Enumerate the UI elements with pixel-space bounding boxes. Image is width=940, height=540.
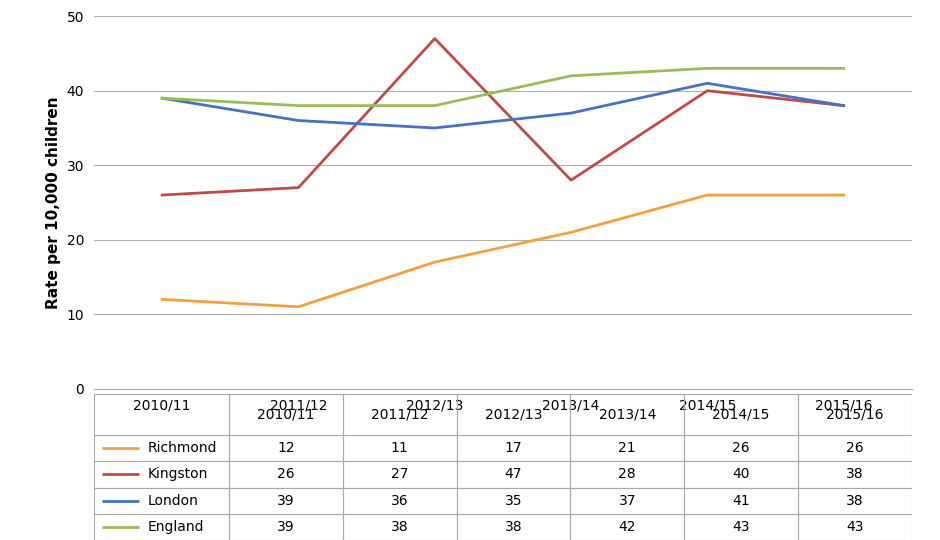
Bar [571, 514, 684, 540]
Text: 2011/12: 2011/12 [371, 408, 429, 422]
Bar [229, 435, 343, 461]
Bar [94, 394, 229, 435]
Bar [457, 514, 571, 540]
Bar [571, 461, 684, 488]
Text: 17: 17 [505, 441, 523, 455]
Text: 2010/11: 2010/11 [258, 408, 315, 422]
Text: 38: 38 [391, 520, 409, 534]
Bar [684, 488, 798, 514]
Text: 38: 38 [846, 468, 864, 481]
Bar [684, 435, 798, 461]
Bar [457, 394, 571, 435]
Bar [798, 435, 912, 461]
Bar [457, 461, 571, 488]
Text: 42: 42 [619, 520, 636, 534]
Bar [229, 488, 343, 514]
Bar [571, 488, 684, 514]
Text: 43: 43 [732, 520, 750, 534]
Text: 27: 27 [391, 468, 408, 481]
Bar [798, 514, 912, 540]
Bar [798, 461, 912, 488]
Text: 26: 26 [846, 441, 864, 455]
Text: London: London [148, 494, 198, 508]
Text: 38: 38 [846, 494, 864, 508]
Bar [343, 461, 457, 488]
Text: 26: 26 [732, 441, 750, 455]
Text: 35: 35 [505, 494, 523, 508]
Text: 11: 11 [391, 441, 409, 455]
Text: 28: 28 [619, 468, 636, 481]
Bar [571, 394, 684, 435]
Bar [94, 514, 229, 540]
Text: 38: 38 [505, 520, 523, 534]
Y-axis label: Rate per 10,000 children: Rate per 10,000 children [46, 96, 61, 309]
Bar [343, 394, 457, 435]
Bar [798, 488, 912, 514]
Text: 12: 12 [277, 441, 294, 455]
Bar [684, 514, 798, 540]
Bar [457, 435, 571, 461]
Bar [229, 461, 343, 488]
Text: England: England [148, 520, 204, 534]
Text: 2014/15: 2014/15 [713, 408, 770, 422]
Text: 37: 37 [619, 494, 636, 508]
Text: 26: 26 [277, 468, 294, 481]
Bar [571, 435, 684, 461]
Text: 47: 47 [505, 468, 523, 481]
Text: 40: 40 [732, 468, 750, 481]
Text: 39: 39 [277, 520, 294, 534]
Bar [684, 461, 798, 488]
Text: 2012/13: 2012/13 [485, 408, 542, 422]
Bar [94, 488, 229, 514]
Text: 39: 39 [277, 494, 294, 508]
Bar [94, 435, 229, 461]
Bar [798, 394, 912, 435]
Text: 36: 36 [391, 494, 409, 508]
Text: 41: 41 [732, 494, 750, 508]
Text: 2013/14: 2013/14 [599, 408, 656, 422]
Bar [343, 435, 457, 461]
Bar [229, 514, 343, 540]
Bar [343, 514, 457, 540]
Text: 21: 21 [619, 441, 636, 455]
Text: Kingston: Kingston [148, 468, 208, 481]
Bar [94, 461, 229, 488]
Bar [684, 394, 798, 435]
Text: 43: 43 [846, 520, 864, 534]
Bar [229, 394, 343, 435]
Bar [457, 488, 571, 514]
Text: Richmond: Richmond [148, 441, 216, 455]
Bar [343, 488, 457, 514]
Text: 2015/16: 2015/16 [826, 408, 884, 422]
